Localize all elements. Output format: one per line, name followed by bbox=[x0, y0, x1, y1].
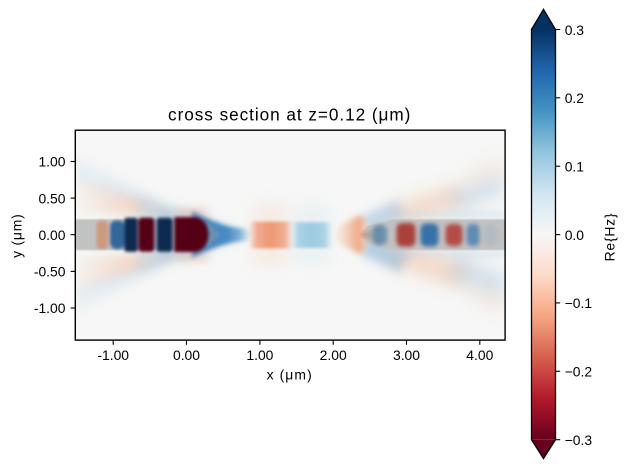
svg-text:-1.00: -1.00 bbox=[97, 347, 129, 363]
svg-text:3.00: 3.00 bbox=[393, 347, 420, 363]
svg-text:y (μm): y (μm) bbox=[9, 213, 25, 257]
svg-text:0.00: 0.00 bbox=[173, 347, 200, 363]
svg-text:x (μm): x (μm) bbox=[267, 367, 313, 383]
svg-text:cross section at z=0.12 (μm): cross section at z=0.12 (μm) bbox=[168, 105, 411, 125]
svg-text:0.1: 0.1 bbox=[565, 159, 585, 175]
svg-text:1.00: 1.00 bbox=[246, 347, 273, 363]
svg-text:−0.3: −0.3 bbox=[565, 432, 593, 448]
svg-text:0.3: 0.3 bbox=[565, 22, 585, 38]
svg-text:−0.2: −0.2 bbox=[565, 364, 593, 380]
svg-text:0.2: 0.2 bbox=[565, 90, 585, 106]
svg-text:1.00: 1.00 bbox=[38, 154, 65, 170]
svg-text:-1.00: -1.00 bbox=[34, 300, 66, 316]
svg-text:-0.50: -0.50 bbox=[34, 264, 66, 280]
svg-text:2.00: 2.00 bbox=[320, 347, 347, 363]
svg-text:0.50: 0.50 bbox=[38, 190, 65, 206]
svg-text:0.00: 0.00 bbox=[38, 227, 65, 243]
svg-text:0.0: 0.0 bbox=[565, 227, 585, 243]
svg-text:4.00: 4.00 bbox=[466, 347, 493, 363]
svg-text:Re{Hz}: Re{Hz} bbox=[602, 213, 618, 262]
svg-text:−0.1: −0.1 bbox=[565, 295, 593, 311]
